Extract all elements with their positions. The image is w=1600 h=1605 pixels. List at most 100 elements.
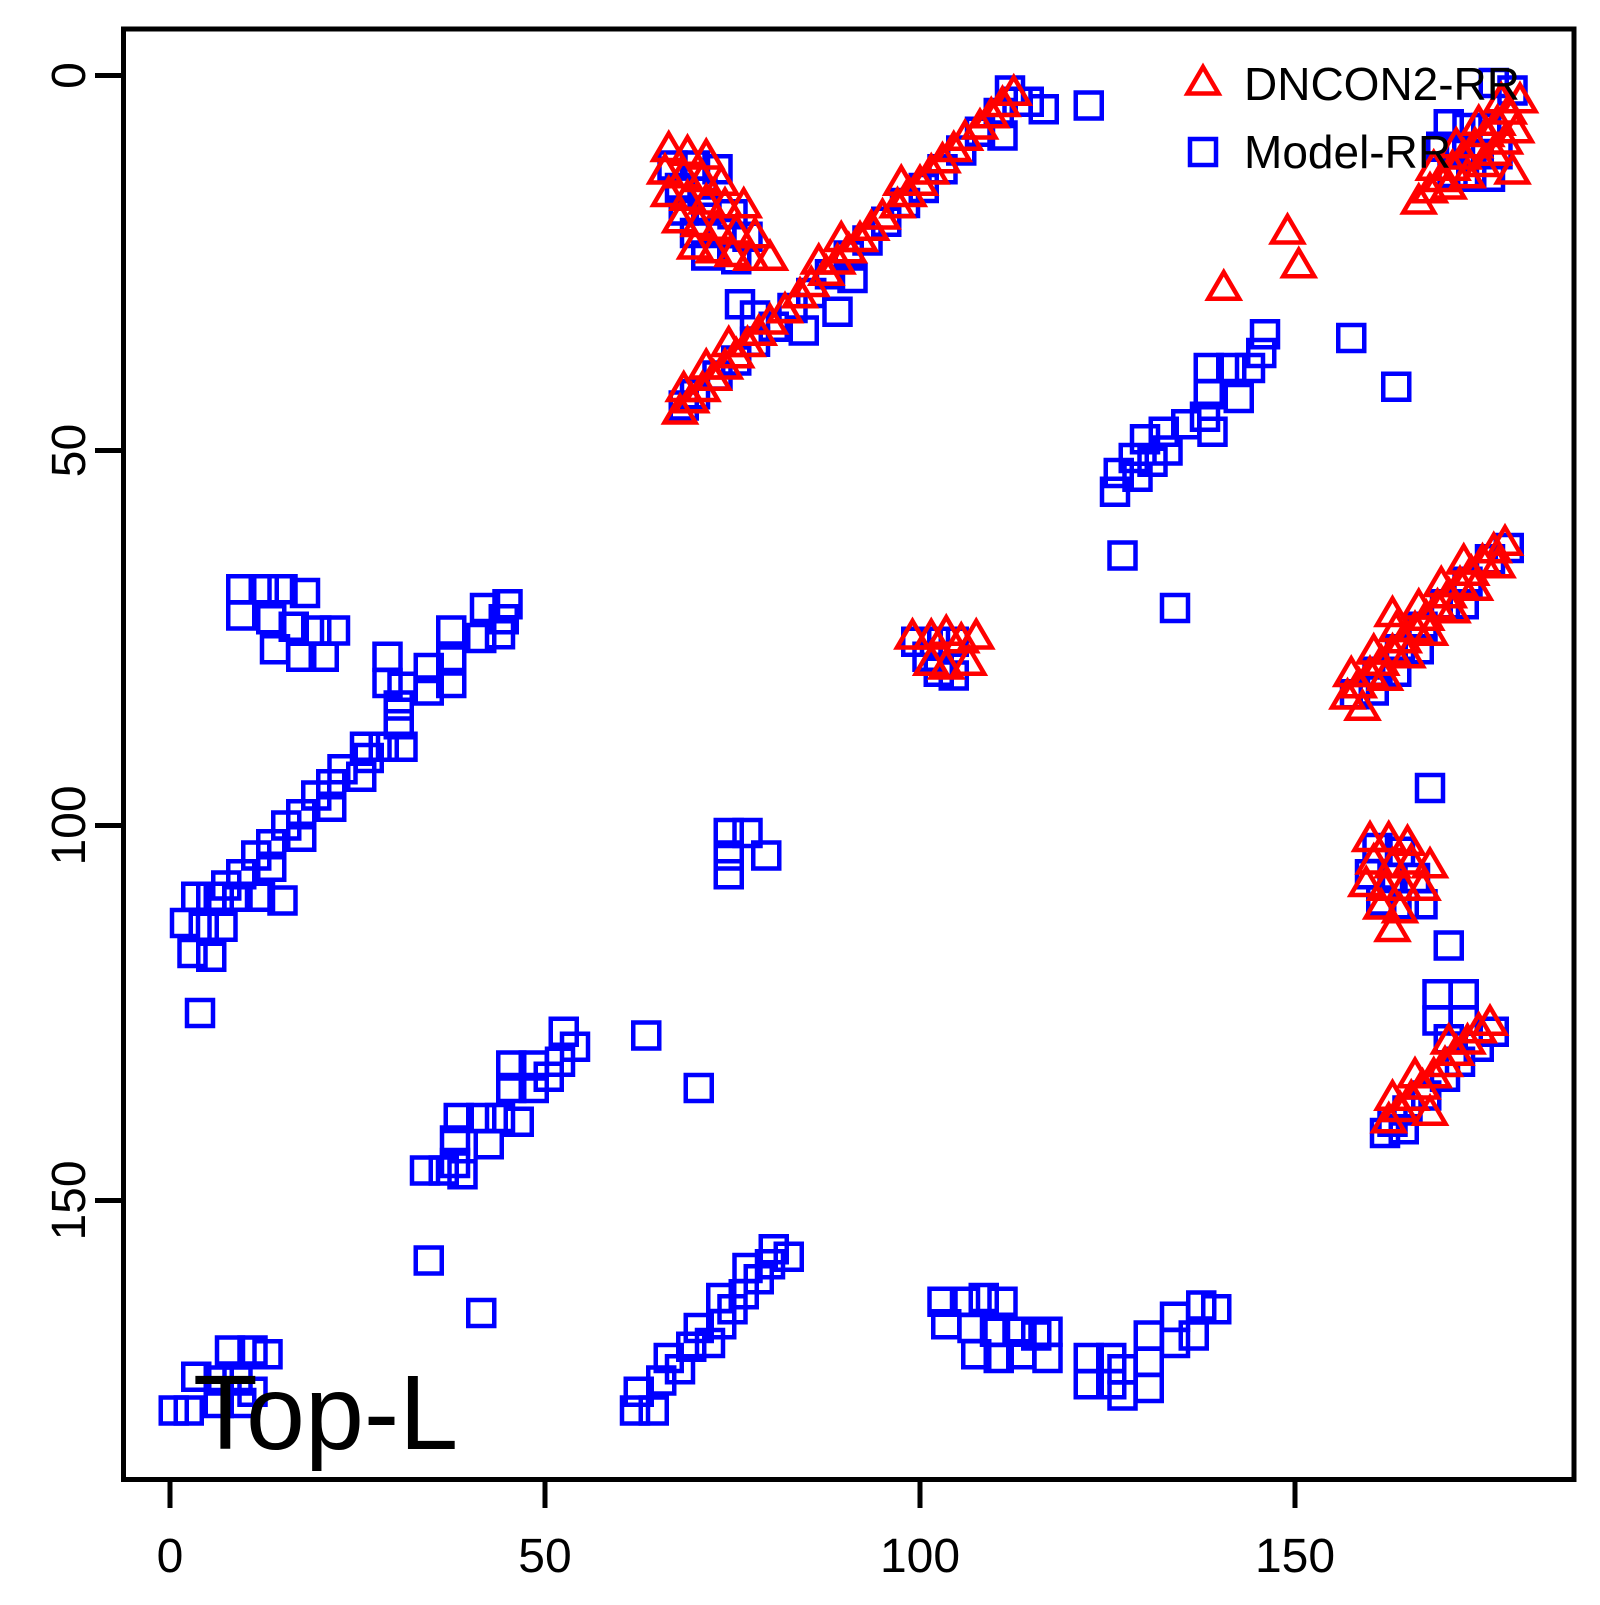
data-point-square	[1159, 592, 1191, 624]
data-point-square	[676, 1331, 707, 1362]
data-point-square	[466, 1297, 497, 1329]
data-point-triangle	[1455, 567, 1495, 601]
data-point-triangle	[1436, 125, 1476, 159]
data-point-triangle	[1399, 181, 1439, 215]
data-point-square	[439, 1125, 471, 1156]
data-point-square	[346, 761, 377, 792]
data-point-square	[683, 1312, 714, 1344]
data-point-square	[203, 1387, 234, 1419]
y-tick-label: 0	[43, 62, 96, 89]
x-tick-label: 0	[157, 1530, 184, 1583]
data-point-square	[619, 1395, 651, 1426]
y-tick-label: 100	[43, 785, 96, 865]
data-point-triangle	[881, 162, 921, 196]
data-point-triangle	[821, 219, 861, 253]
data-point-triangle	[1496, 110, 1536, 144]
data-point-square	[207, 911, 238, 942]
data-point-square	[1002, 1316, 1033, 1347]
data-point-triangle	[724, 185, 764, 219]
data-point-square	[1073, 90, 1104, 121]
data-point-triangle	[941, 620, 981, 654]
data-point-square	[319, 615, 351, 646]
data-point-square	[1381, 371, 1412, 402]
data-point-triangle	[1354, 631, 1394, 665]
data-point-square	[706, 1282, 737, 1314]
data-point-square	[267, 885, 298, 916]
data-point-triangle	[1373, 594, 1412, 628]
data-point-square	[1159, 1327, 1191, 1359]
data-point-square	[1433, 930, 1464, 961]
data-point-triangle	[1343, 687, 1382, 721]
data-point-triangle	[1395, 1055, 1435, 1089]
data-point-square	[822, 296, 853, 327]
data-point-triangle	[1361, 886, 1401, 920]
data-point-square	[1216, 352, 1247, 384]
data-point-triangle	[1373, 909, 1412, 943]
data-point-triangle	[686, 181, 726, 215]
plot-frame	[121, 26, 1577, 1482]
data-point-triangle	[1204, 267, 1244, 301]
data-point-square	[496, 1050, 527, 1081]
data-point-square	[927, 1286, 958, 1317]
data-point-square	[1422, 979, 1453, 1010]
data-point-square	[383, 690, 414, 721]
data-point-triangle	[713, 234, 752, 268]
data-point-square	[732, 1252, 763, 1284]
data-point-triangle	[675, 226, 715, 260]
data-point-triangle	[994, 72, 1034, 106]
data-point-square	[1133, 1320, 1164, 1351]
x-axis: 0 50 100 150	[157, 1479, 1335, 1583]
data-point-square	[184, 997, 216, 1029]
data-point-square	[732, 817, 763, 849]
data-point-square	[758, 1234, 789, 1265]
data-point-square	[226, 600, 257, 631]
x-tick-label: 100	[880, 1530, 960, 1583]
data-point-triangle	[926, 612, 966, 646]
x-tick-label: 150	[1255, 1530, 1335, 1583]
data-point-square	[961, 1339, 992, 1370]
data-point-triangle	[705, 185, 745, 219]
annotation-top-l: Top-L	[193, 1354, 458, 1472]
data-point-triangle	[1474, 530, 1514, 564]
data-point-square	[751, 840, 782, 871]
data-point-square	[443, 1102, 474, 1134]
legend-square-icon	[1187, 136, 1219, 168]
data-point-triangle	[709, 324, 749, 358]
data-point-square	[788, 315, 819, 346]
data-point-triangle	[1369, 819, 1409, 853]
data-point-triangle	[686, 346, 726, 380]
data-point-triangle	[1399, 586, 1439, 620]
data-point-square	[1223, 382, 1254, 414]
data-point-square	[267, 574, 298, 605]
data-point-triangle	[893, 616, 932, 650]
data-point-triangle	[1373, 1077, 1412, 1111]
data-point-square	[518, 1072, 549, 1104]
data-point-triangle	[799, 241, 839, 275]
data-point-square	[713, 859, 744, 890]
data-point-square	[1448, 979, 1479, 1010]
data-point-triangle	[1470, 1002, 1510, 1036]
data-point-square	[256, 851, 287, 882]
data-point-square	[316, 791, 347, 822]
y-tick-label: 50	[43, 424, 96, 477]
data-point-square	[409, 1155, 441, 1186]
data-point-square	[1099, 476, 1131, 507]
data-point-square	[387, 731, 418, 762]
data-point-square	[1107, 540, 1138, 571]
data-point-square	[496, 1072, 527, 1104]
data-point-triangle	[1268, 211, 1307, 245]
data-point-triangle	[1391, 841, 1431, 875]
data-point-triangle	[1365, 657, 1405, 691]
data-point-square	[968, 1282, 999, 1314]
data-point-square	[177, 937, 208, 969]
y-tick-label: 150	[43, 1160, 96, 1240]
data-point-square	[278, 611, 309, 642]
data-point-square	[1032, 1342, 1063, 1374]
data-point-square	[466, 622, 497, 654]
data-point-triangle	[1410, 1092, 1450, 1126]
data-point-triangle	[1429, 1021, 1469, 1055]
data-point-square	[631, 1020, 662, 1051]
data-point-square	[436, 615, 467, 646]
data-point-square	[1249, 319, 1281, 350]
data-point-square	[436, 645, 467, 676]
